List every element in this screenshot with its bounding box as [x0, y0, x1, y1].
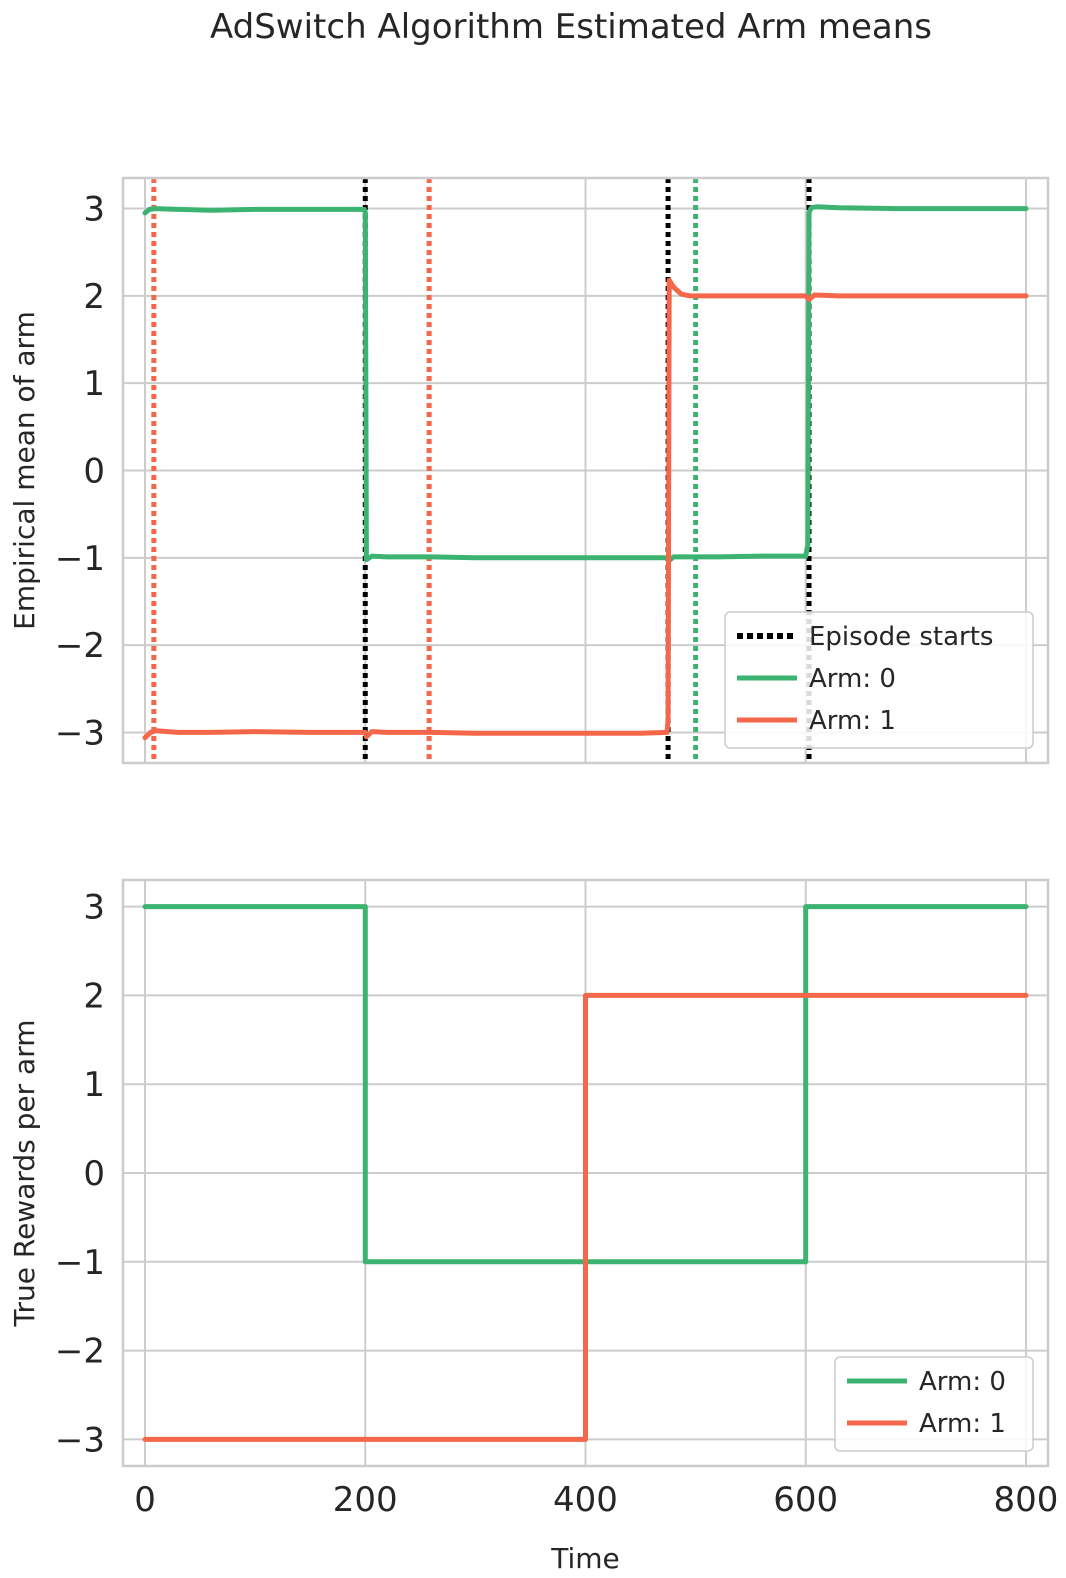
x-axis-label: Time [550, 1542, 620, 1575]
y-axis-label: True Rewards per arm [8, 1019, 41, 1327]
legend: Arm: 0 Arm: 1 [834, 1356, 1034, 1452]
legend-box [724, 611, 1034, 749]
x-tick-label: 400 [553, 1480, 618, 1520]
series-line-arm-1 [142, 277, 1029, 741]
x-tick-label: 0 [134, 1480, 156, 1520]
y-tick-label: 3 [83, 190, 105, 230]
y-tick-label: −1 [55, 1243, 105, 1283]
estimated-means-chart: 3 2 1 0 −1 −2 −3 Empirical mean of arm Episode s… [8, 176, 1050, 765]
legend-label: Arm: 1 [809, 706, 896, 736]
y-tick-label: 2 [83, 277, 105, 317]
legend-label: Arm: 0 [809, 664, 896, 694]
true-rewards-chart: 3 2 1 0 −1 −2 −3 0 200 400 600 800 True Rewards per … [8, 878, 1059, 1575]
y-tick-label: 2 [83, 976, 105, 1016]
y-tick-label: 0 [83, 452, 105, 492]
y-tick-label: 0 [83, 1154, 105, 1194]
plot-frame [121, 176, 1050, 765]
plot-frame [121, 878, 1050, 1468]
legend-label: Arm: 0 [919, 1367, 1006, 1397]
y-tick-label: −3 [55, 1420, 105, 1460]
y-axis-label: Empirical mean of arm [8, 311, 41, 630]
legend: Episode starts Arm: 0 Arm: 1 [724, 611, 1034, 749]
x-tick-label: 800 [994, 1480, 1059, 1520]
figure-title: AdSwitch Algorithm Estimated Arm means [210, 7, 932, 47]
y-tick-label: −2 [55, 1332, 105, 1372]
x-tick-label: 200 [333, 1480, 398, 1520]
legend-label: Episode starts [809, 622, 993, 652]
y-tick-label: 3 [83, 888, 105, 928]
y-tick-label: −3 [55, 713, 105, 753]
legend-label: Arm: 1 [919, 1409, 1006, 1439]
series-line-arm-0 [142, 204, 1029, 563]
series-line-arm-1 [142, 992, 1029, 1442]
y-tick-label: 1 [83, 1065, 105, 1105]
y-tick-label: −1 [55, 539, 105, 579]
y-tick-label: −2 [55, 626, 105, 666]
y-tick-label: 1 [83, 364, 105, 404]
x-tick-label: 600 [773, 1480, 838, 1520]
